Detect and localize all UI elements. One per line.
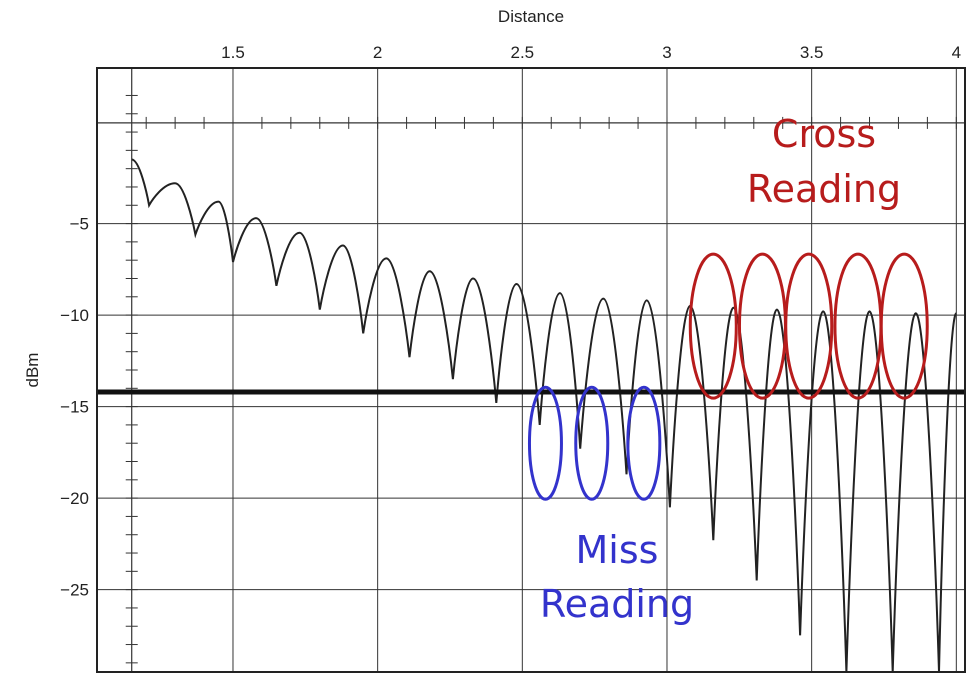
signal-line [131,158,958,673]
cross-reading-ellipse [784,252,834,400]
cross-reading-ellipse [737,252,787,400]
y-tick-label: −10 [60,306,89,325]
series-layer [131,158,958,673]
y-tick-label: −20 [60,489,89,508]
x-tick-label: 3.5 [800,43,824,62]
y-axis-title: dBm [23,353,42,388]
plot-frame [96,67,966,673]
annotation-ellipses [527,252,929,501]
miss-reading-ellipse [527,385,563,501]
cross-reading-label-line2: Reading [747,167,901,211]
tick-labels: 1.5 2 2.5 3 3.5 4 −5 −10 −15 −20 −25 [60,43,961,600]
gridlines [97,68,965,672]
minor-ticks [97,68,965,672]
x-tick-label: 1.5 [221,43,245,62]
miss-reading-ellipse [626,385,662,501]
miss-reading-label-line1: Miss [576,528,659,572]
miss-reading-label-line2: Reading [540,582,694,626]
x-tick-label: 4 [952,43,961,62]
y-tick-label: −25 [60,581,89,600]
miss-reading-ellipse [574,385,610,501]
y-tick-label: −15 [60,398,89,417]
x-tick-label: 2 [373,43,382,62]
cross-reading-label-line1: Cross [772,112,876,156]
y-tick-label: −5 [70,215,89,234]
cross-reading-ellipse [879,252,929,400]
x-tick-label: 3 [662,43,671,62]
x-axis-title: Distance [498,7,564,26]
cross-reading-ellipse [688,252,738,400]
x-tick-label: 2.5 [510,43,534,62]
